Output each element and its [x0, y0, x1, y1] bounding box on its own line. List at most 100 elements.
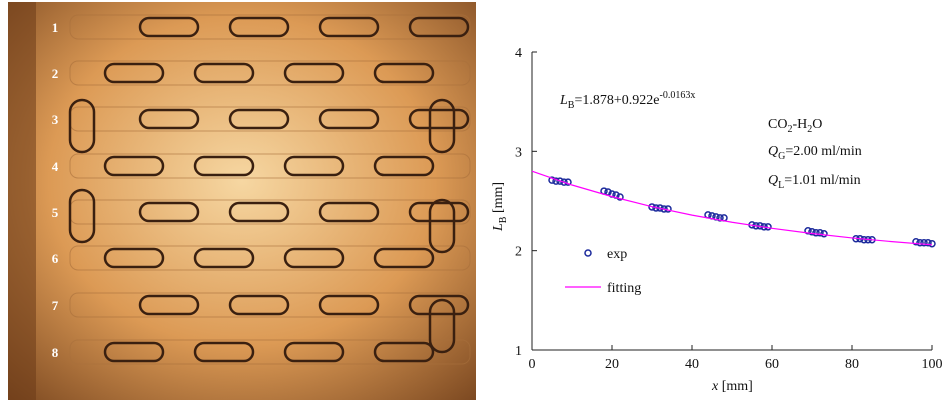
data-point [808, 228, 816, 236]
y-tick-label: 4 [515, 46, 522, 61]
text-part: O [812, 117, 822, 132]
slug [228, 108, 290, 130]
data-point [560, 178, 568, 186]
data-point [804, 227, 812, 235]
slug [228, 16, 290, 38]
slug [318, 108, 380, 130]
x-tick-label: 100 [922, 357, 943, 372]
fit-line [531, 170, 933, 246]
x-tick-label: 80 [845, 357, 859, 372]
slug [228, 294, 290, 316]
slug [103, 341, 165, 363]
micrograph: 1 2 3 4 5 6 7 8 [8, 2, 476, 400]
equation: LB=1.878+0.922e-0.0163x [559, 90, 695, 111]
text-part: =2.00 ml/min [785, 144, 861, 159]
channel [69, 153, 471, 179]
data-point [912, 237, 920, 246]
channel [69, 60, 471, 86]
bend-slug [428, 98, 456, 154]
system: CO2-H2O [768, 117, 822, 135]
x-tick-label: 60 [765, 357, 779, 372]
slug [138, 294, 200, 316]
slug [228, 201, 290, 223]
slug [408, 108, 470, 130]
channel-label: 2 [52, 66, 59, 81]
text-part: 2 [807, 124, 812, 135]
y-tick-label: 2 [515, 245, 522, 260]
channel [69, 339, 471, 365]
data-point [616, 193, 624, 201]
text-part: 2 [787, 124, 792, 135]
channel-label: 6 [52, 251, 59, 266]
channel-label: 7 [52, 298, 59, 313]
channel-label: 5 [52, 205, 59, 220]
text-part: L [491, 223, 506, 232]
data-point [924, 238, 932, 247]
data-point [820, 230, 828, 238]
text-part: [mm] [718, 379, 753, 394]
slug [283, 155, 345, 177]
data-point [916, 238, 924, 247]
slug [283, 62, 345, 84]
slug [373, 62, 435, 84]
legend-label: exp [607, 247, 627, 262]
x-tick-label: 40 [685, 357, 699, 372]
data-point [716, 214, 724, 222]
text-part: =1.878+0.922e [574, 93, 659, 108]
text-part: B [498, 216, 509, 223]
channel-label: 3 [52, 112, 59, 127]
photo-edge [8, 2, 36, 400]
data-point [556, 177, 564, 185]
x-tick-label: 20 [605, 357, 619, 372]
bend-slug [428, 198, 456, 254]
text-part: L [778, 180, 784, 191]
data-point [548, 176, 556, 184]
slug [138, 201, 200, 223]
bend-slug [68, 188, 96, 244]
slug [283, 341, 345, 363]
text-part: -H [792, 117, 807, 132]
bend-slug [428, 298, 456, 354]
text-part: [mm] [491, 182, 506, 217]
text-part: G [778, 151, 785, 162]
slug [408, 201, 470, 223]
channel [69, 292, 471, 318]
slug [373, 247, 435, 269]
x-tick-label: 0 [529, 357, 536, 372]
slug [103, 155, 165, 177]
photo-background [8, 2, 476, 400]
slug [373, 341, 435, 363]
y-tick-label: 1 [515, 344, 522, 359]
data-point [812, 229, 820, 237]
text-part: B [568, 100, 575, 111]
gas-flow: QG=2.00 ml/min [768, 144, 862, 162]
channel-label: 1 [52, 20, 59, 35]
slug [193, 62, 255, 84]
channel-label: 4 [52, 159, 59, 174]
text-part: Q [768, 144, 778, 159]
slug [318, 201, 380, 223]
legend-marker [584, 249, 592, 257]
text-part: x [711, 379, 719, 394]
text-part: -0.0163x [659, 90, 695, 101]
text-part: =1.01 ml/min [784, 173, 860, 188]
data-point [920, 238, 928, 247]
channel [69, 14, 471, 40]
slug [408, 16, 470, 38]
slug [103, 247, 165, 269]
slug [283, 247, 345, 269]
slug [138, 108, 200, 130]
liquid-flow: QL=1.01 ml/min [768, 173, 861, 191]
slug [373, 155, 435, 177]
data-point [928, 239, 936, 248]
x-axis-label: x [mm] [711, 379, 753, 394]
y-axis-label: LB [mm] [491, 182, 509, 232]
bend-slug [68, 98, 96, 154]
data-point [816, 229, 824, 237]
slug [318, 294, 380, 316]
channel [69, 245, 471, 271]
slug [408, 294, 470, 316]
